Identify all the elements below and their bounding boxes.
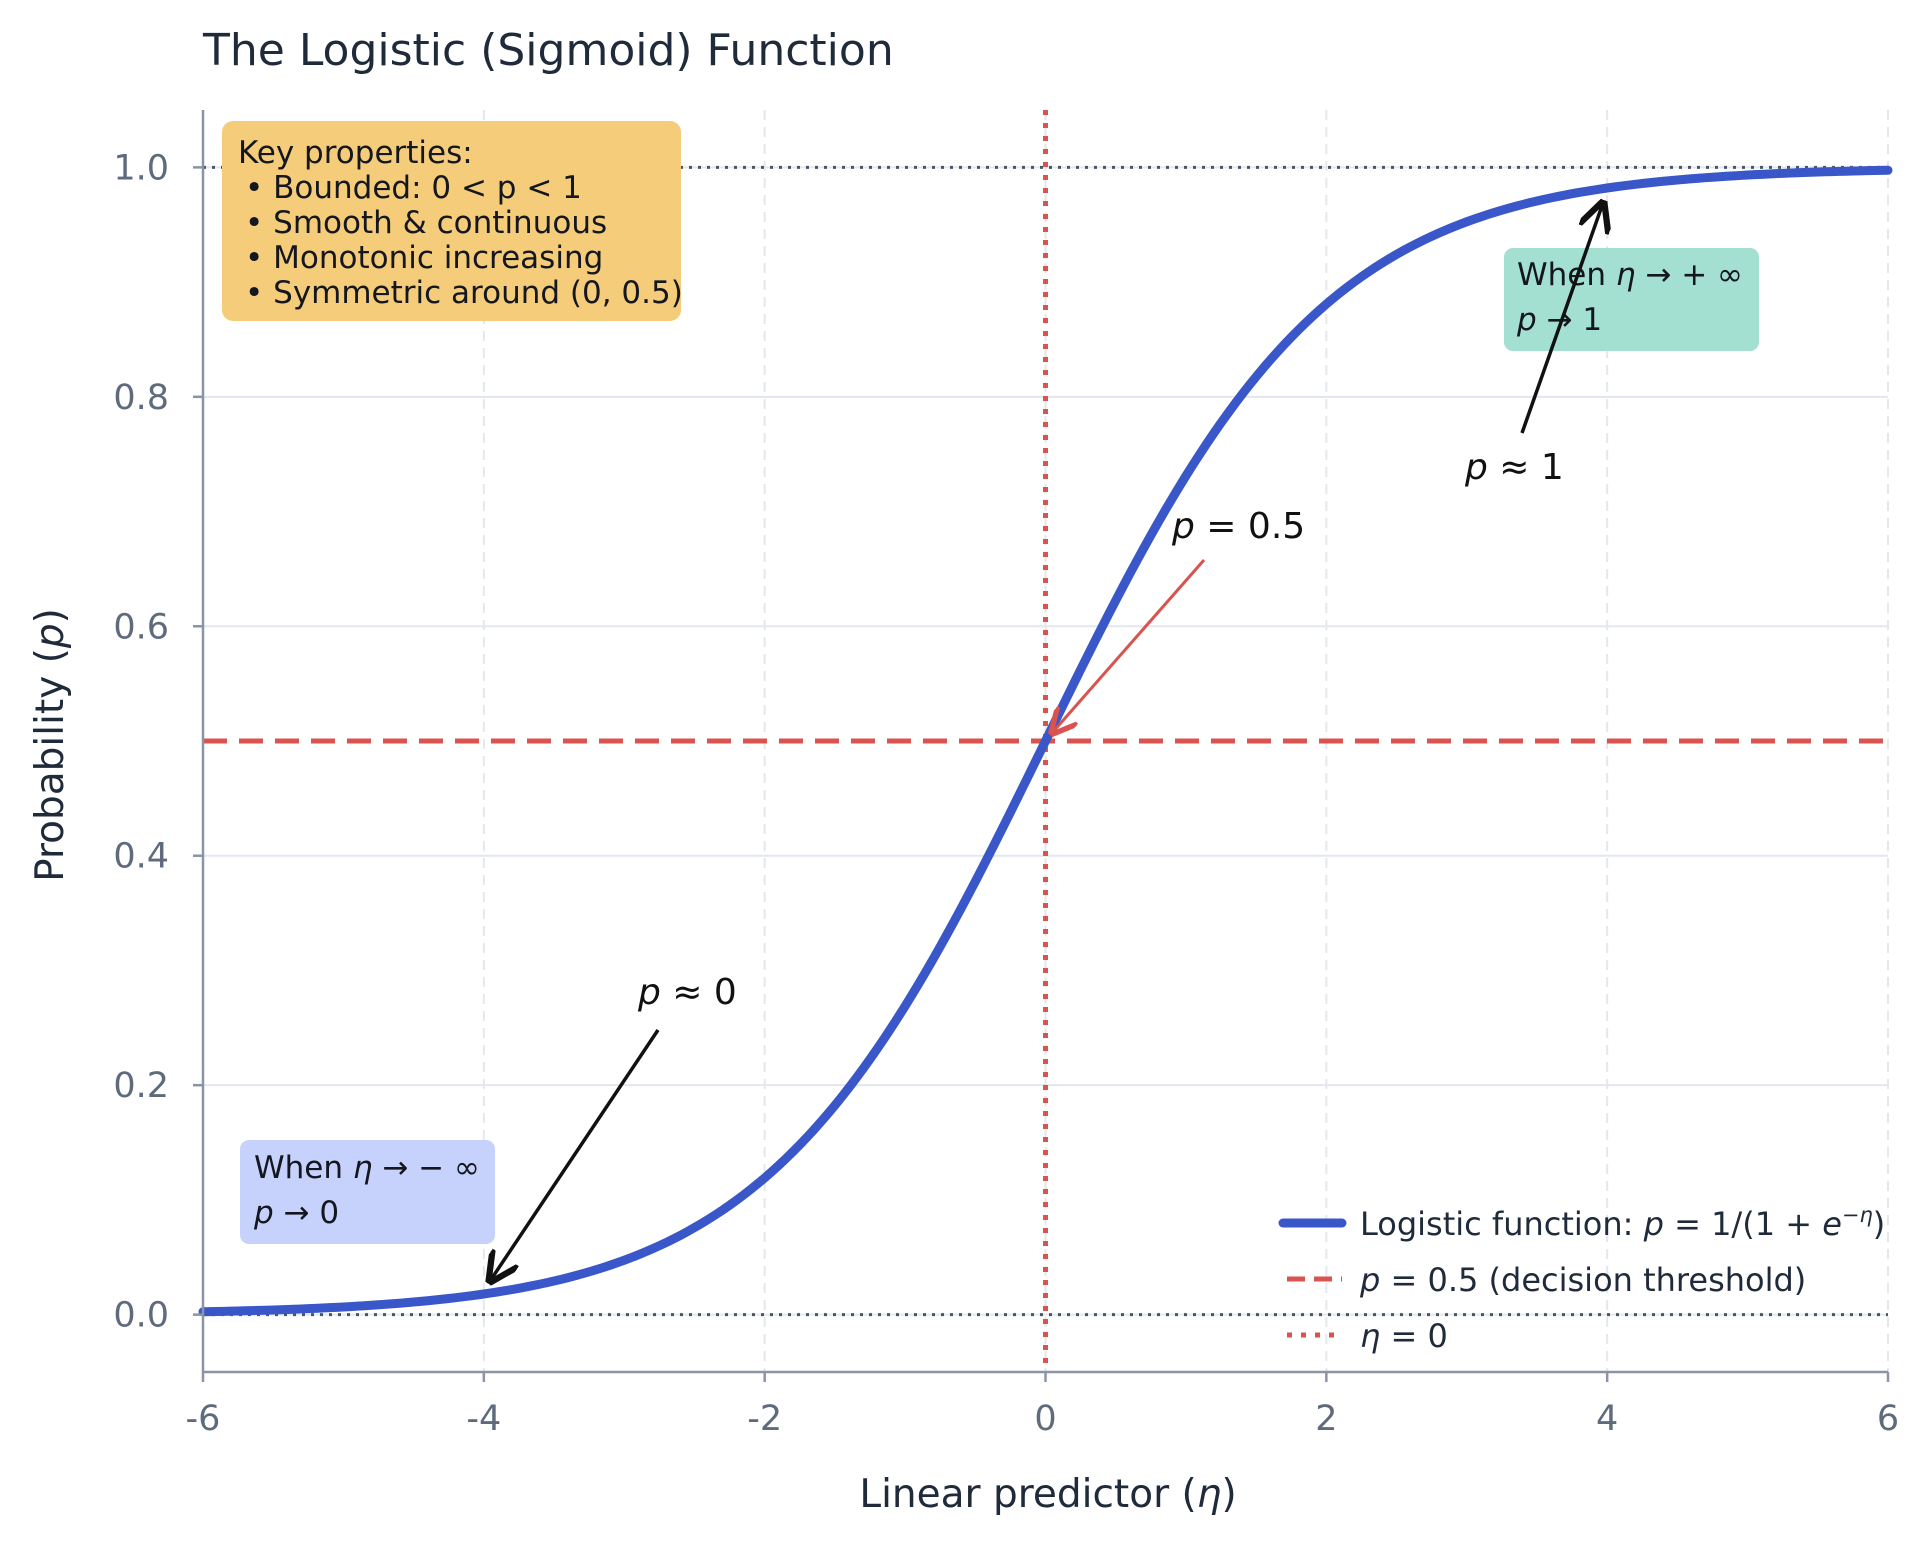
- legend-item-logistic: Logistic function: p = 1/(1 + e−η): [1278, 1203, 1885, 1243]
- annotation-p-zero-arrow: [490, 1029, 660, 1281]
- annotation-p-one: p ≈ 1: [1464, 203, 1603, 488]
- x-tick-label-1: -4: [466, 1399, 501, 1439]
- series-layer: [198, 165, 1893, 1317]
- negative-limit-background: [240, 1140, 495, 1244]
- legend-label-threshold: p = 0.5 (decision threshold): [1359, 1261, 1806, 1299]
- y-tick-label-1: 0.2: [113, 1066, 169, 1106]
- y-tick-label-4: 0.8: [113, 378, 169, 418]
- positive-limit-line-2: p → 1: [1516, 302, 1602, 338]
- key-properties-background: [222, 121, 681, 321]
- negative-limit-line-2: p → 0: [253, 1195, 339, 1231]
- key-property-2: • Smooth & continuous: [245, 205, 607, 241]
- tick-labels: -6 -4 -2 0 2 4 6 0.0 0.2 0.4 0.6 0.8 1.0: [113, 148, 1899, 1439]
- positive-limit-box: When η → + ∞ p → 1: [1504, 248, 1759, 351]
- y-axis-label: Probability (p): [28, 608, 73, 882]
- annotation-p-one-label: p ≈ 1: [1464, 447, 1564, 488]
- y-tick-label-2: 0.4: [113, 837, 169, 877]
- y-tick-label-5: 1.0: [113, 148, 169, 188]
- key-property-3: • Monotonic increasing: [245, 240, 603, 276]
- annotation-p-half-arrow: [1052, 559, 1206, 733]
- x-tick-label-2: -2: [747, 1399, 782, 1439]
- x-tick-label-3: 0: [1034, 1399, 1056, 1439]
- x-tick-label-5: 4: [1596, 1399, 1618, 1439]
- x-axis-label: Linear predictor (η): [859, 1472, 1236, 1517]
- legend-label-eta-zero: η = 0: [1360, 1317, 1448, 1355]
- negative-limit-line-1: When η → − ∞: [254, 1150, 480, 1186]
- negative-limit-box: When η → − ∞ p → 0: [240, 1140, 495, 1244]
- annotation-p-half-label: p = 0.5: [1171, 506, 1305, 547]
- key-properties-title: Key properties:: [238, 135, 473, 171]
- x-tick-label-6: 6: [1877, 1399, 1899, 1439]
- legend-item-eta-zero: η = 0: [1287, 1317, 1448, 1355]
- chart-title: The Logistic (Sigmoid) Function: [202, 25, 894, 76]
- x-tick-label-4: 2: [1315, 1399, 1337, 1439]
- series-logistic-curve: [198, 165, 1893, 1317]
- legend-item-threshold: p = 0.5 (decision threshold): [1287, 1261, 1806, 1299]
- x-tick-label-0: -6: [186, 1399, 221, 1439]
- key-property-4: • Symmetric around (0, 0.5): [245, 275, 683, 311]
- positive-limit-line-1: When η → + ∞: [1517, 257, 1743, 293]
- positive-limit-background: [1504, 248, 1759, 351]
- annotation-p-one-arrow: [1520, 203, 1603, 434]
- y-tick-label-3: 0.6: [113, 607, 169, 647]
- legend-label-logistic: Logistic function: p = 1/(1 + e−η): [1360, 1203, 1885, 1243]
- annotation-p-zero-label: p ≈ 0: [637, 972, 737, 1013]
- annotation-p-half: p = 0.5: [1052, 506, 1305, 733]
- y-tick-label-0: 0.0: [113, 1296, 169, 1336]
- legend: Logistic function: p = 1/(1 + e−η) p = 0…: [1278, 1203, 1885, 1355]
- key-property-1: • Bounded: 0 < p < 1: [245, 170, 582, 206]
- key-properties-box: Key properties: • Bounded: 0 < p < 1 • S…: [222, 121, 683, 321]
- axes: [193, 110, 1890, 1382]
- annotation-p-zero: p ≈ 0: [490, 972, 737, 1281]
